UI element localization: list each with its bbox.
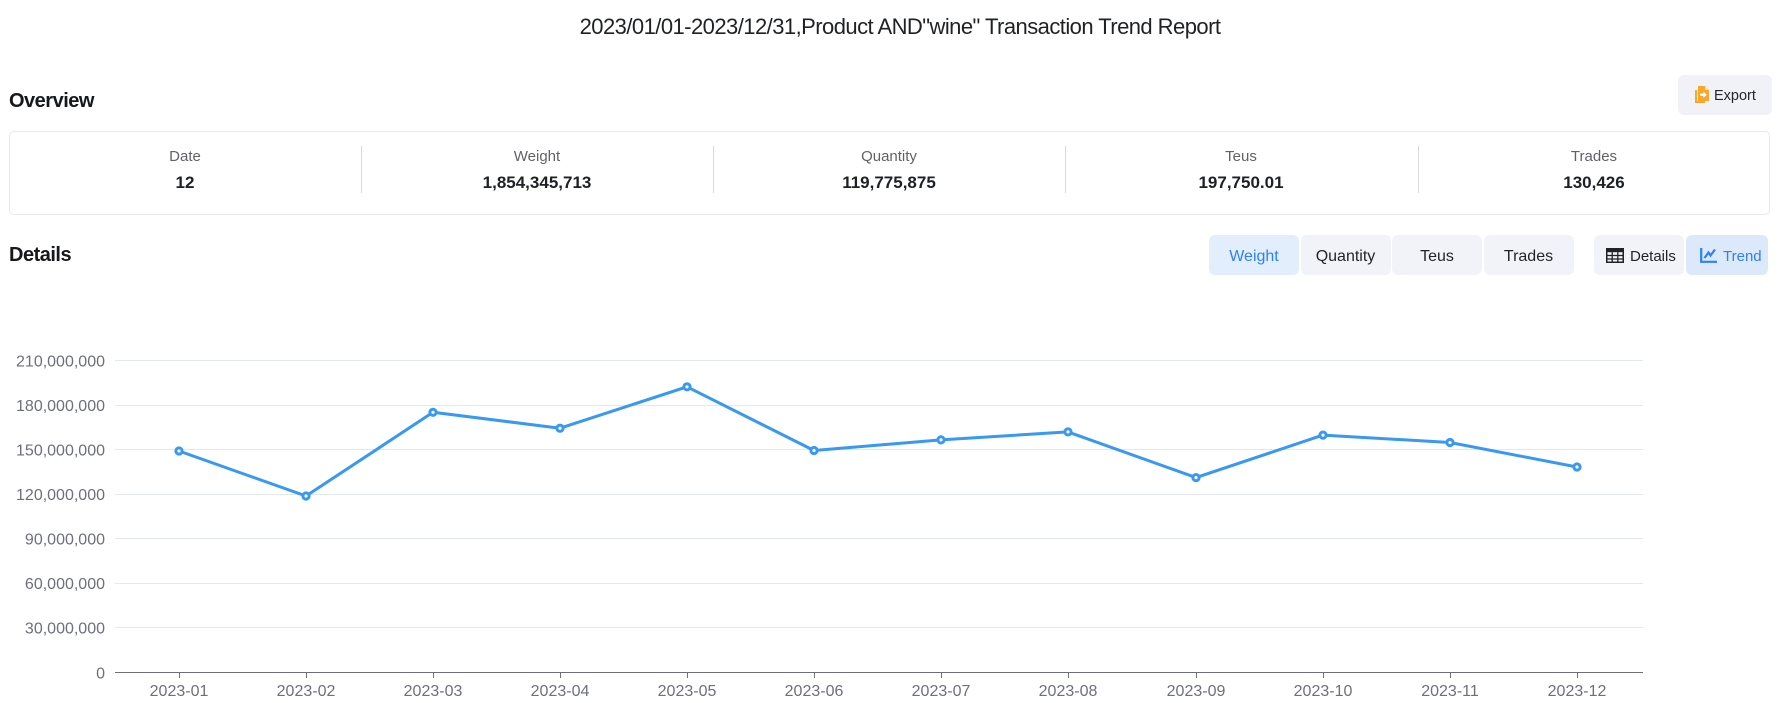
svg-text:2023-09: 2023-09 [1167,683,1226,700]
svg-text:2023-02: 2023-02 [277,683,336,700]
svg-text:90,000,000: 90,000,000 [25,532,105,549]
svg-text:2023-05: 2023-05 [658,683,717,700]
svg-text:2023-07: 2023-07 [912,683,971,700]
svg-text:150,000,000: 150,000,000 [16,443,105,460]
svg-text:2023-01: 2023-01 [150,683,209,700]
svg-text:210,000,000: 210,000,000 [16,354,105,371]
svg-text:30,000,000: 30,000,000 [25,621,105,638]
svg-text:180,000,000: 180,000,000 [16,398,105,415]
svg-text:2023-12: 2023-12 [1548,683,1607,700]
svg-text:60,000,000: 60,000,000 [25,576,105,593]
svg-text:2023-08: 2023-08 [1039,683,1098,700]
svg-text:2023-04: 2023-04 [531,683,590,700]
svg-text:2023-10: 2023-10 [1294,683,1353,700]
svg-text:2023-03: 2023-03 [404,683,463,700]
svg-text:120,000,000: 120,000,000 [16,487,105,504]
svg-text:2023-06: 2023-06 [785,683,844,700]
svg-text:2023-11: 2023-11 [1421,683,1479,700]
svg-text:0: 0 [96,666,105,683]
